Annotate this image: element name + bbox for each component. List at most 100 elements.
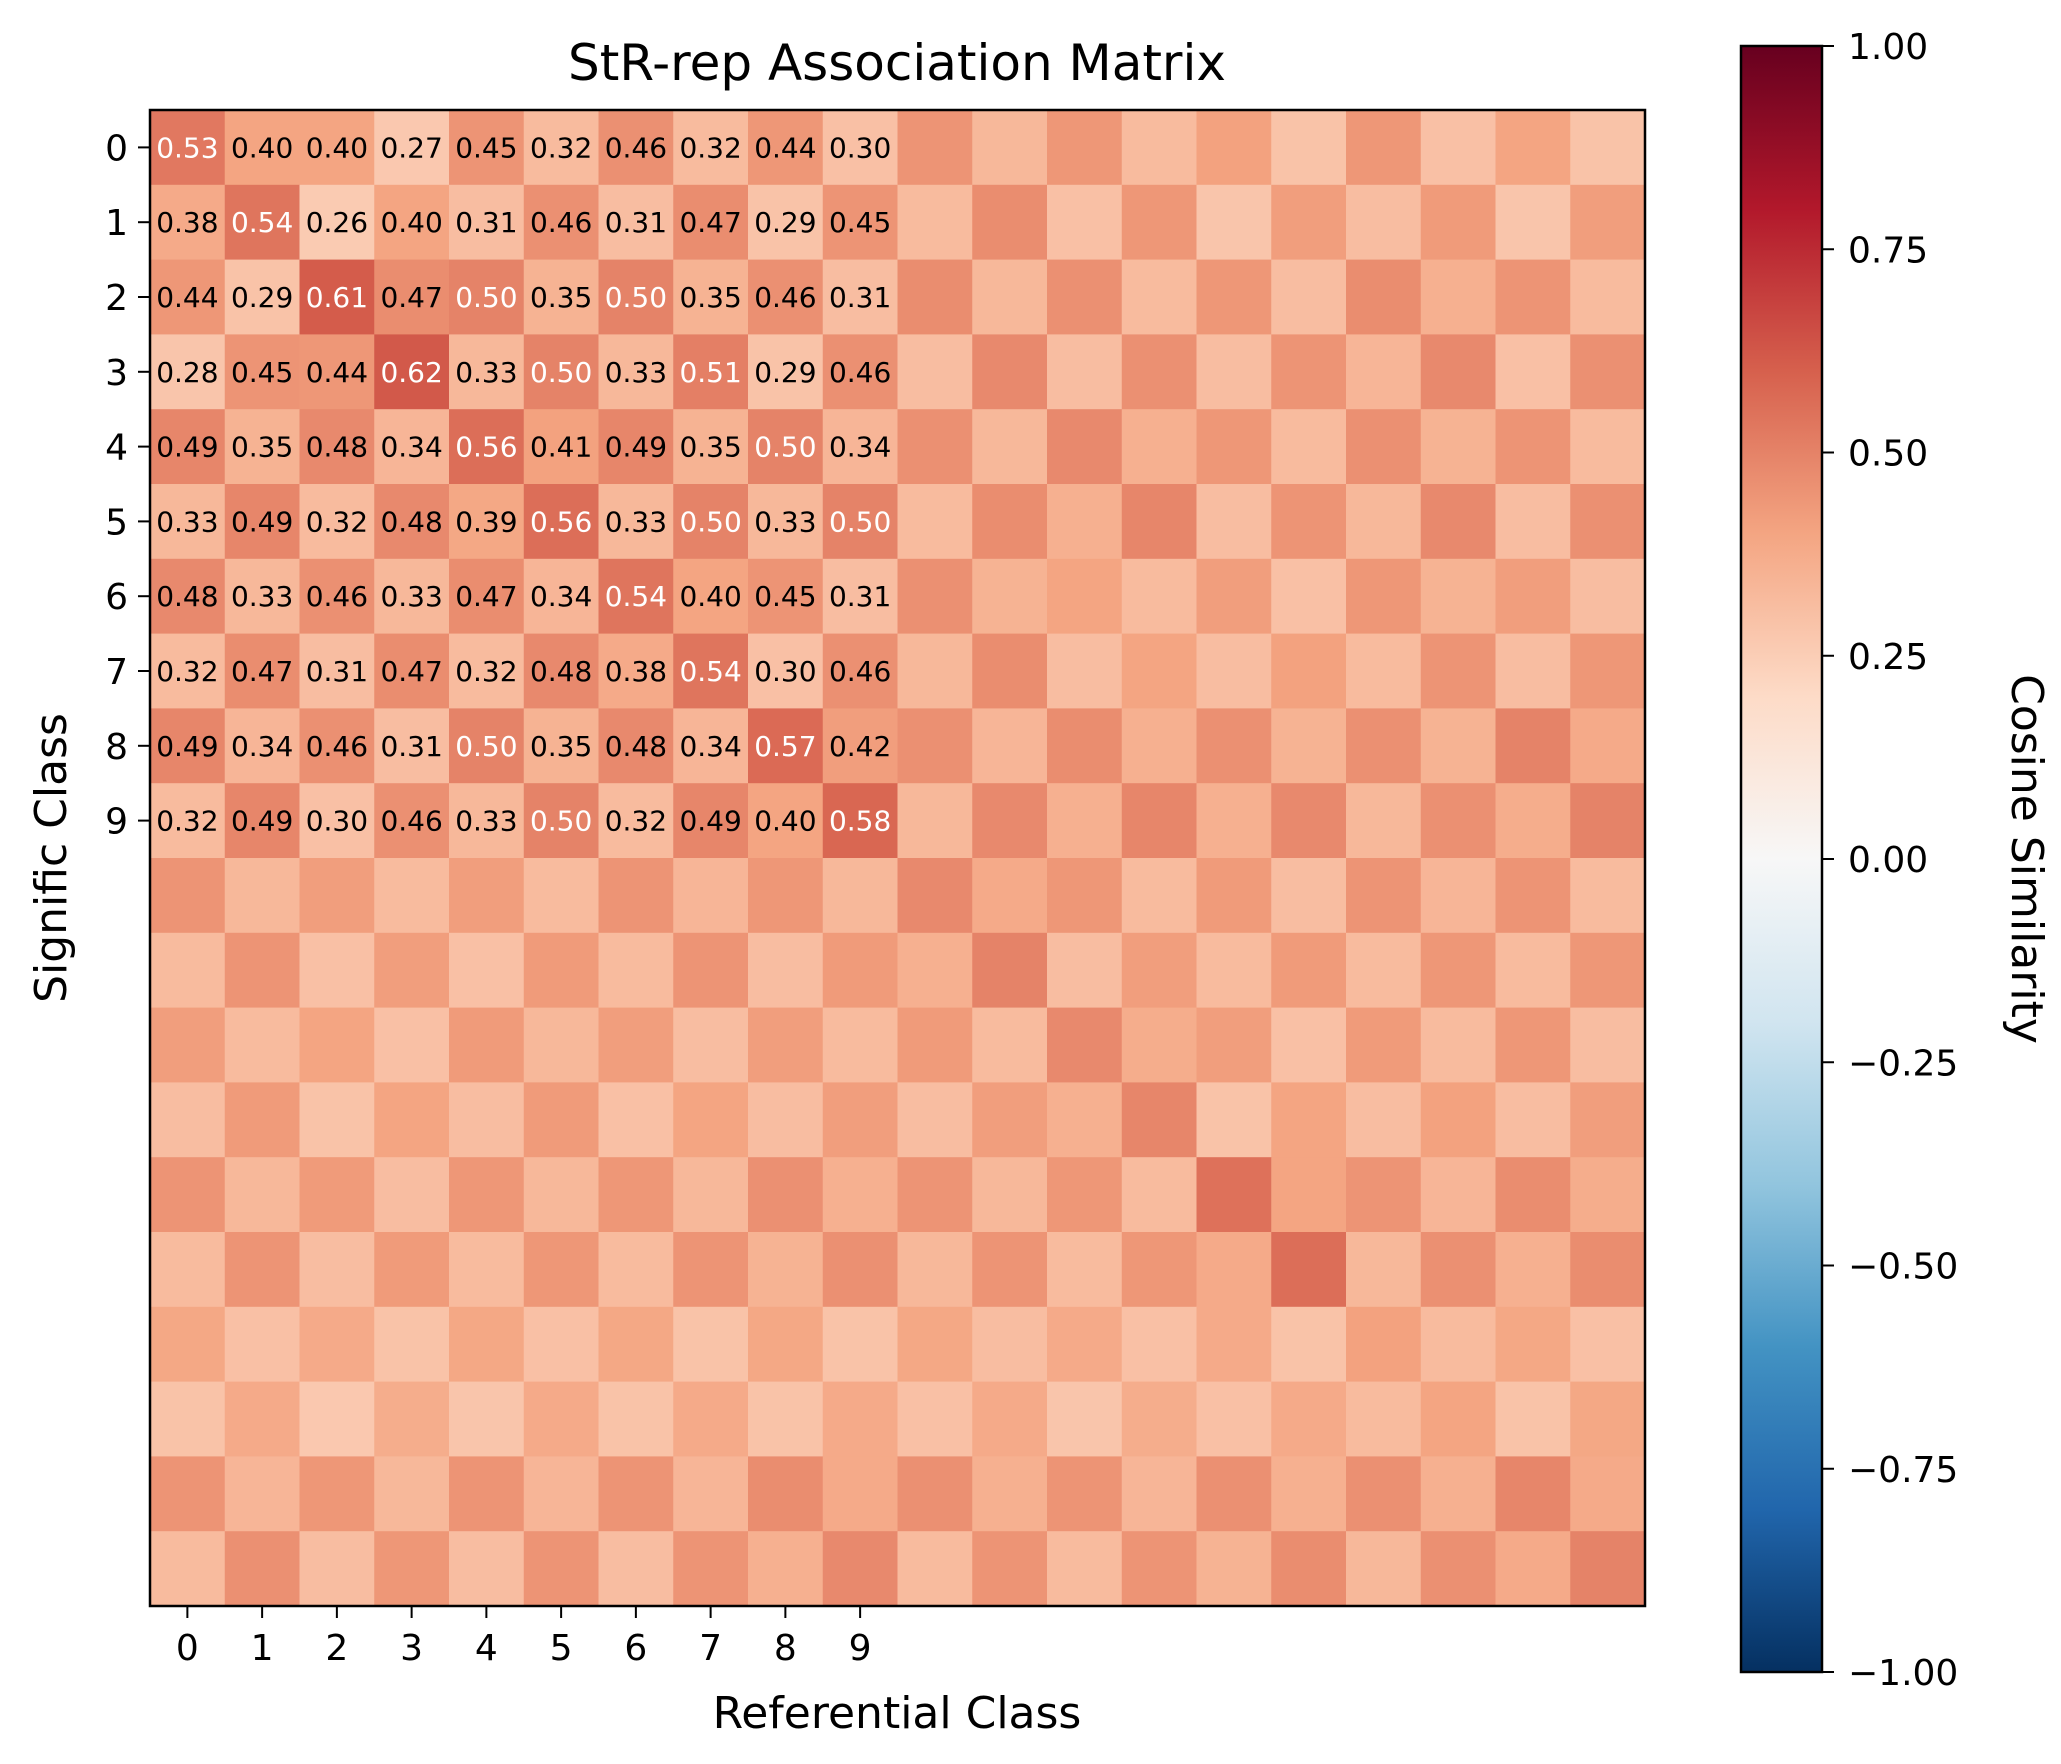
heatmap-cell xyxy=(150,633,226,709)
heatmap-cell xyxy=(897,1456,973,1532)
heatmap-cell xyxy=(1196,110,1272,186)
heatmap-cell xyxy=(748,708,824,784)
heatmap-cell xyxy=(1121,633,1198,709)
heatmap-cell xyxy=(673,1456,749,1532)
heatmap-cell xyxy=(1047,858,1123,934)
heatmap-cell xyxy=(449,484,525,560)
cell-value-label: 0.35 xyxy=(679,281,741,314)
heatmap-cell xyxy=(374,1157,450,1233)
heatmap-cell xyxy=(897,484,973,560)
heatmap-cell xyxy=(1346,1232,1422,1308)
colorbar-tick-label: 0.50 xyxy=(1848,434,1928,475)
y-tick-label: 4 xyxy=(105,428,128,469)
heatmap-cell xyxy=(1196,932,1272,1009)
heatmap-cell xyxy=(1495,708,1571,784)
heatmap-cell xyxy=(374,409,450,485)
heatmap-cell xyxy=(673,558,749,635)
heatmap-cell xyxy=(748,1306,824,1383)
heatmap-cell xyxy=(1420,1007,1497,1083)
cell-value-label: 0.47 xyxy=(679,206,741,239)
heatmap-cell xyxy=(822,1082,899,1158)
cell-value-label: 0.50 xyxy=(605,281,667,314)
heatmap-cell xyxy=(1121,858,1198,934)
heatmap-cell xyxy=(374,1456,450,1532)
cell-value-label: 0.33 xyxy=(754,505,816,538)
heatmap-cell xyxy=(1570,259,1646,335)
cell-value-label: 0.46 xyxy=(829,655,891,688)
heatmap-cell xyxy=(150,1082,226,1158)
plot-frame xyxy=(148,108,1647,1608)
heatmap-cell xyxy=(822,1157,899,1233)
colorbar-tick-label: 0.75 xyxy=(1848,230,1928,271)
heatmap-cell xyxy=(897,633,973,709)
heatmap-cell xyxy=(1570,1306,1646,1383)
heatmap-cell xyxy=(374,858,450,934)
heatmap-cell xyxy=(748,1007,824,1083)
heatmap-cell xyxy=(748,633,824,709)
heatmap-cell xyxy=(299,334,375,410)
heatmap-cell xyxy=(1121,1381,1198,1457)
heatmap-cell xyxy=(1570,558,1646,635)
heatmap-cell xyxy=(1196,1531,1272,1607)
heatmap-cell xyxy=(1420,932,1497,1009)
heatmap-cell xyxy=(748,1157,824,1233)
heatmap-cell xyxy=(897,783,973,859)
heatmap-cell xyxy=(523,409,600,485)
cell-value-label: 0.53 xyxy=(156,131,218,164)
heatmap-cell xyxy=(598,484,674,560)
heatmap-cell xyxy=(224,334,301,410)
heatmap-cell xyxy=(1121,1157,1198,1233)
heatmap-cell xyxy=(1271,1232,1347,1308)
cell-value-label: 0.29 xyxy=(754,206,816,239)
heatmap-cell xyxy=(673,1232,749,1308)
heatmap-cell xyxy=(1346,1157,1422,1233)
cell-value-label: 0.34 xyxy=(380,431,442,464)
heatmap-cell xyxy=(822,334,899,410)
y-axis-ticks: 0 1 2 3 4 5 6 7 8 9 xyxy=(105,128,150,843)
y-tick-label: 1 xyxy=(105,203,128,244)
heatmap-cell xyxy=(748,484,824,560)
heatmap-cell xyxy=(1495,1531,1571,1607)
heatmap-cell xyxy=(224,1456,301,1532)
heatmap-cell xyxy=(1495,259,1571,335)
heatmap-cell xyxy=(673,110,749,186)
cell-value-label: 0.62 xyxy=(380,356,442,389)
heatmap-cell xyxy=(748,1381,824,1457)
heatmap-cell xyxy=(748,932,824,1009)
heatmap-cell xyxy=(822,184,899,261)
cell-value-label: 0.40 xyxy=(306,131,368,164)
heatmap-cell xyxy=(374,1306,450,1383)
colorbar-tick-label: 0.25 xyxy=(1848,637,1928,678)
heatmap-cell xyxy=(673,783,749,859)
cell-value-label: 0.45 xyxy=(455,131,517,164)
heatmap-cell xyxy=(449,558,525,635)
heatmap-cell xyxy=(1271,633,1347,709)
heatmap-cell xyxy=(224,932,301,1009)
heatmap-cell xyxy=(224,1531,301,1607)
cell-value-label: 0.29 xyxy=(231,281,293,314)
cell-value-label: 0.50 xyxy=(530,356,592,389)
heatmap-cell xyxy=(449,184,525,261)
cell-value-label: 0.47 xyxy=(231,655,293,688)
cell-value-label: 0.46 xyxy=(306,730,368,763)
cell-value-label: 0.48 xyxy=(306,431,368,464)
heatmap-cell xyxy=(673,1381,749,1457)
cell-value-label: 0.33 xyxy=(156,505,218,538)
heatmap-cell xyxy=(299,259,375,335)
heatmap-cell xyxy=(374,1232,450,1308)
heatmap-cell xyxy=(1495,484,1571,560)
x-tick-label: 2 xyxy=(325,1628,348,1669)
heatmap-cell xyxy=(897,110,973,186)
heatmap-cell xyxy=(1420,1381,1497,1457)
heatmap-cell xyxy=(1346,633,1422,709)
heatmap-cell xyxy=(972,558,1048,635)
colorbar xyxy=(1739,44,1824,1674)
heatmap-cell xyxy=(1346,558,1422,635)
cell-value-label: 0.32 xyxy=(530,131,592,164)
heatmap-cell xyxy=(1121,1007,1198,1083)
heatmap-cell xyxy=(1196,1007,1272,1083)
heatmap-cell xyxy=(523,259,600,335)
cell-value-label: 0.31 xyxy=(829,580,891,613)
heatmap-cell xyxy=(1346,110,1422,186)
heatmap-cell xyxy=(822,409,899,485)
